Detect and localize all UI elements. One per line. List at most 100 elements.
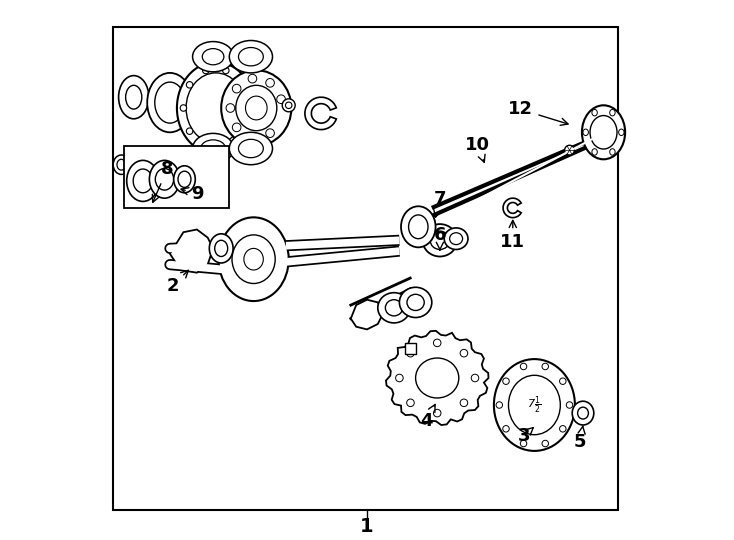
Ellipse shape — [119, 76, 149, 119]
Text: 12: 12 — [509, 100, 568, 125]
Ellipse shape — [239, 128, 245, 134]
Ellipse shape — [583, 129, 589, 136]
Ellipse shape — [248, 75, 257, 83]
Text: 11: 11 — [501, 220, 526, 251]
Bar — [124, 146, 229, 208]
Ellipse shape — [200, 140, 225, 157]
Text: 1: 1 — [360, 517, 374, 536]
Ellipse shape — [542, 363, 548, 370]
Ellipse shape — [178, 171, 191, 187]
Ellipse shape — [155, 82, 185, 123]
Ellipse shape — [174, 166, 195, 193]
Ellipse shape — [542, 440, 548, 447]
Ellipse shape — [229, 40, 272, 73]
Ellipse shape — [396, 374, 403, 382]
Ellipse shape — [133, 169, 153, 193]
Ellipse shape — [233, 123, 241, 132]
Text: 3: 3 — [517, 427, 534, 445]
Ellipse shape — [407, 399, 414, 407]
Ellipse shape — [127, 160, 159, 201]
Ellipse shape — [423, 224, 457, 256]
Wedge shape — [305, 97, 336, 130]
Ellipse shape — [494, 359, 575, 451]
Ellipse shape — [610, 148, 615, 155]
Ellipse shape — [219, 217, 288, 301]
Ellipse shape — [496, 402, 503, 408]
Ellipse shape — [266, 78, 275, 87]
Ellipse shape — [619, 129, 624, 136]
Text: 2: 2 — [167, 271, 189, 294]
Ellipse shape — [148, 73, 192, 132]
Text: 10: 10 — [465, 136, 490, 163]
Ellipse shape — [126, 85, 142, 109]
Ellipse shape — [233, 84, 241, 93]
Ellipse shape — [590, 116, 617, 149]
Ellipse shape — [203, 68, 209, 74]
Ellipse shape — [401, 206, 435, 247]
Ellipse shape — [566, 402, 573, 408]
Ellipse shape — [559, 378, 566, 384]
Ellipse shape — [592, 148, 597, 155]
Ellipse shape — [471, 374, 479, 382]
Ellipse shape — [186, 128, 193, 134]
Ellipse shape — [460, 349, 468, 357]
Ellipse shape — [150, 160, 180, 198]
Ellipse shape — [573, 401, 594, 425]
Ellipse shape — [222, 142, 229, 149]
Bar — [113, 27, 618, 510]
Ellipse shape — [450, 233, 462, 245]
Ellipse shape — [409, 215, 428, 239]
Text: 7: 7 — [434, 190, 446, 217]
Ellipse shape — [203, 49, 224, 65]
Ellipse shape — [520, 440, 527, 447]
Ellipse shape — [509, 375, 560, 435]
Ellipse shape — [221, 70, 291, 146]
Text: 6: 6 — [434, 226, 446, 250]
Ellipse shape — [433, 409, 441, 417]
Ellipse shape — [203, 142, 209, 149]
Ellipse shape — [245, 96, 267, 120]
Ellipse shape — [156, 168, 174, 190]
Ellipse shape — [232, 235, 275, 284]
Ellipse shape — [209, 234, 233, 263]
Ellipse shape — [399, 287, 432, 318]
Bar — [404, 343, 415, 354]
Ellipse shape — [407, 294, 424, 310]
Ellipse shape — [186, 73, 245, 143]
Ellipse shape — [239, 48, 264, 66]
Wedge shape — [503, 198, 521, 218]
Ellipse shape — [415, 358, 459, 398]
Ellipse shape — [582, 105, 625, 159]
Ellipse shape — [117, 159, 126, 170]
Ellipse shape — [286, 102, 292, 109]
Ellipse shape — [180, 105, 186, 111]
Ellipse shape — [559, 426, 566, 432]
Polygon shape — [351, 300, 383, 329]
Text: 5: 5 — [574, 427, 586, 450]
Ellipse shape — [245, 105, 252, 111]
Ellipse shape — [239, 82, 245, 88]
Ellipse shape — [378, 293, 410, 323]
Ellipse shape — [503, 378, 509, 384]
Ellipse shape — [215, 240, 228, 256]
Ellipse shape — [578, 407, 589, 419]
Ellipse shape — [229, 132, 272, 165]
Ellipse shape — [444, 228, 468, 249]
Text: 8: 8 — [153, 160, 173, 202]
Text: 9: 9 — [181, 185, 203, 202]
Ellipse shape — [186, 82, 193, 88]
Ellipse shape — [192, 42, 233, 72]
Ellipse shape — [564, 145, 575, 155]
Ellipse shape — [248, 133, 257, 141]
Ellipse shape — [266, 129, 275, 138]
Ellipse shape — [236, 85, 277, 131]
Polygon shape — [386, 331, 489, 425]
Ellipse shape — [277, 95, 286, 104]
Ellipse shape — [192, 133, 233, 164]
Ellipse shape — [385, 300, 403, 316]
Text: 7$\frac{1}{2}$: 7$\frac{1}{2}$ — [528, 394, 542, 416]
Ellipse shape — [592, 110, 597, 116]
Ellipse shape — [460, 399, 468, 407]
Ellipse shape — [407, 349, 414, 357]
Ellipse shape — [244, 248, 264, 270]
